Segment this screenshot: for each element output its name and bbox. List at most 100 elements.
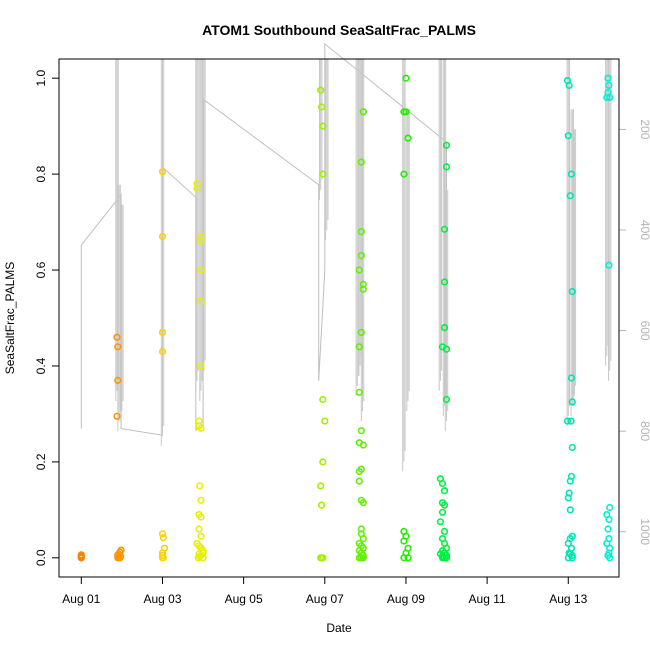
x-tick-label: Aug 11 (469, 592, 506, 606)
data-point (194, 554, 202, 562)
data-point (404, 554, 412, 562)
data-point (402, 108, 410, 116)
series-aug-09 (436, 141, 451, 562)
data-point (158, 348, 167, 356)
y2-tick-label: 1000 (638, 518, 650, 545)
data-point (159, 534, 167, 542)
data-point (197, 362, 205, 370)
data-point (359, 534, 367, 543)
data-point (605, 261, 613, 269)
data-point (355, 266, 363, 274)
y2-tick-label: 800 (638, 421, 650, 441)
data-point (438, 479, 447, 488)
x-axis-label: Date (326, 621, 352, 635)
y-tick-label: 0.4 (34, 357, 48, 374)
data-point (568, 554, 576, 562)
data-point (404, 134, 412, 142)
data-point (565, 81, 573, 89)
series-aug-04 (193, 180, 207, 562)
data-point (568, 288, 576, 296)
data-point (436, 518, 445, 526)
data-point (606, 503, 614, 512)
data-point (321, 417, 329, 425)
data-point (197, 513, 205, 521)
data-point (318, 501, 326, 509)
data-point (567, 417, 575, 425)
data-point (566, 192, 574, 200)
data-point (319, 458, 327, 466)
data-point (440, 501, 449, 509)
chart-title: ATOM1 Southbound SeaSaltFrac_PALMS (202, 22, 476, 38)
data-point (440, 225, 449, 233)
data-point (400, 537, 408, 545)
data-point (440, 324, 449, 332)
data-point (196, 482, 204, 490)
data-point (197, 496, 205, 504)
x-tick-label: Aug 13 (549, 592, 587, 606)
data-point (567, 170, 576, 178)
data-point (568, 443, 576, 452)
data-point (357, 554, 365, 562)
data-point (317, 554, 325, 562)
data-point (158, 328, 167, 337)
y-tick-label: 0.8 (34, 165, 48, 182)
data-point (440, 278, 449, 286)
data-point (563, 417, 572, 425)
data-point (442, 345, 451, 353)
data-point (197, 532, 205, 540)
data-point (438, 554, 447, 562)
data-point (402, 74, 410, 82)
x-tick-label: Aug 01 (62, 592, 100, 606)
data-point (442, 554, 451, 562)
data-point (197, 237, 205, 245)
data-point (117, 552, 125, 561)
data-point (566, 477, 574, 485)
data-point (400, 554, 408, 562)
data-point (113, 333, 121, 341)
data-point (319, 122, 327, 130)
series-aug-13 (603, 74, 614, 562)
data-point (195, 417, 203, 425)
series-aug-06 (317, 86, 329, 562)
profiles (115, 59, 612, 472)
data-point (400, 170, 408, 178)
data-point (359, 499, 367, 507)
data-point (357, 328, 365, 337)
data-point (568, 398, 576, 406)
data-point (158, 168, 167, 176)
data-point (319, 170, 327, 178)
y2-tick-label: 600 (638, 321, 650, 341)
data-point (438, 508, 447, 516)
data-point (318, 103, 326, 111)
data-point (77, 551, 85, 559)
data-point (359, 108, 367, 116)
plot-frame (58, 58, 620, 578)
y2-tick-label: 400 (638, 220, 650, 240)
data-point (355, 343, 363, 351)
y-tick-label: 1.0 (34, 70, 48, 87)
data-point (197, 424, 205, 432)
data-point (564, 494, 572, 502)
data-point (357, 252, 365, 260)
series-aug-02 (113, 333, 125, 562)
x-tick-label: Aug 05 (225, 592, 263, 606)
data-point (603, 93, 611, 101)
data-point (442, 395, 451, 404)
series-aug-08 (400, 74, 412, 562)
data-point (317, 482, 325, 490)
data-point (566, 506, 574, 514)
data-points (77, 74, 614, 562)
data-point (317, 86, 325, 94)
data-point (355, 388, 363, 396)
data-point (567, 374, 576, 382)
series-aug-12 (563, 76, 576, 562)
data-point (442, 141, 451, 149)
y-tick-label: 0.0 (34, 549, 48, 566)
data-point (605, 515, 613, 524)
data-point (606, 554, 614, 562)
data-point (564, 554, 572, 562)
x-tick-label: Aug 09 (387, 592, 425, 606)
data-point (355, 477, 363, 485)
data-point (319, 395, 327, 404)
y-axis-label: SeaSaltFrac_PALMS (3, 262, 17, 375)
